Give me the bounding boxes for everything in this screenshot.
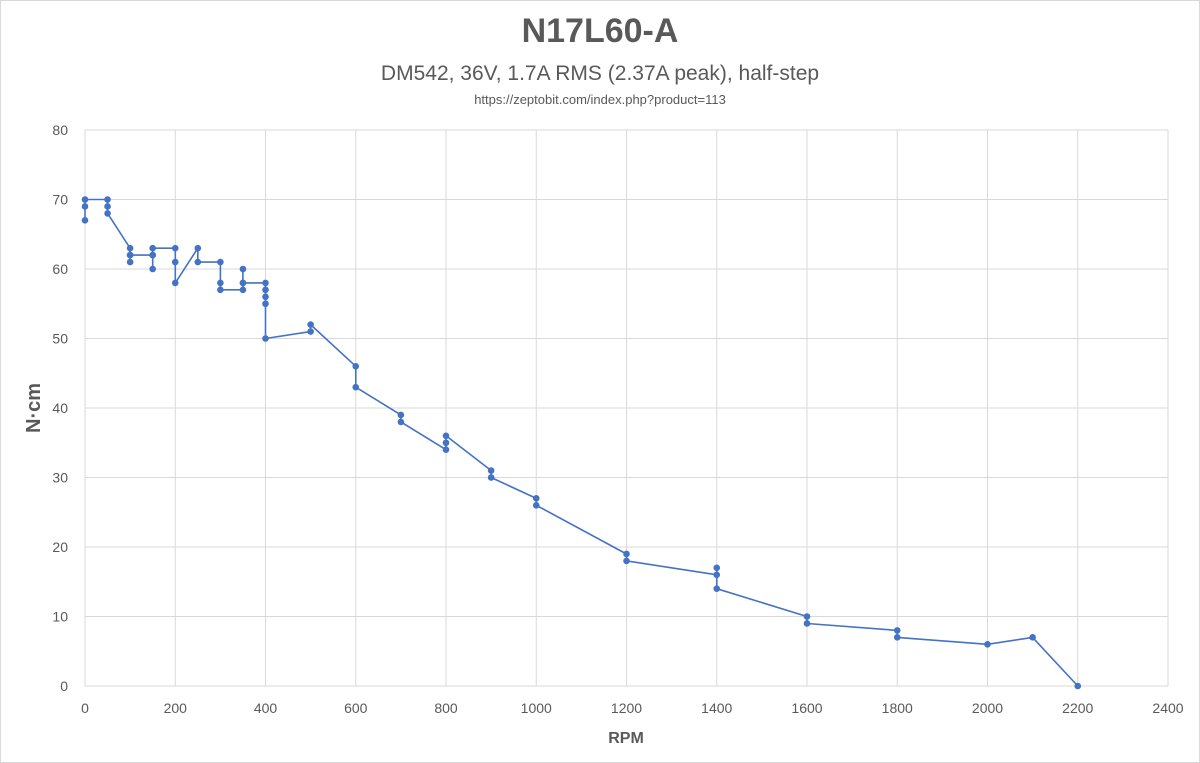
series-line bbox=[84, 198, 1079, 687]
x-tick-label: 1600 bbox=[791, 700, 822, 716]
x-tick-label: 2400 bbox=[1152, 700, 1183, 716]
data-point bbox=[262, 293, 269, 301]
x-tick-label: 2200 bbox=[1062, 700, 1093, 716]
data-point bbox=[1029, 634, 1036, 641]
y-tick-label: 80 bbox=[52, 122, 68, 138]
data-point bbox=[262, 279, 269, 287]
x-tick-label: 0 bbox=[81, 700, 89, 716]
y-tick-label: 60 bbox=[52, 261, 68, 277]
x-tick-label: 600 bbox=[344, 700, 368, 716]
data-point bbox=[171, 258, 179, 266]
data-point bbox=[307, 328, 314, 335]
x-tick-label: 1200 bbox=[611, 700, 642, 716]
chart-source-url: https://zeptobit.com/index.php?product=1… bbox=[474, 92, 726, 107]
data-point bbox=[713, 564, 721, 572]
x-tick-label: 1400 bbox=[701, 700, 732, 716]
data-point bbox=[803, 613, 811, 620]
data-point bbox=[217, 258, 224, 266]
data-point bbox=[623, 550, 630, 558]
x-tick-label: 2000 bbox=[972, 700, 1003, 716]
y-tick-label: 70 bbox=[52, 192, 68, 208]
data-point bbox=[713, 585, 721, 592]
data-point bbox=[532, 502, 540, 509]
data-point bbox=[262, 300, 269, 308]
data-point bbox=[397, 411, 405, 419]
data-point bbox=[713, 571, 721, 579]
data-point bbox=[217, 286, 224, 294]
data-point bbox=[81, 196, 89, 203]
data-point bbox=[194, 258, 202, 266]
y-tick-label: 10 bbox=[52, 609, 68, 625]
data-point bbox=[397, 418, 405, 426]
data-point bbox=[149, 244, 156, 252]
data-point bbox=[126, 258, 134, 266]
x-axis-title: RPM bbox=[608, 730, 644, 747]
data-point bbox=[442, 432, 450, 440]
data-point bbox=[194, 244, 202, 252]
data-point bbox=[307, 321, 314, 328]
data-point bbox=[104, 196, 111, 203]
chart-title: N17L60-A bbox=[521, 12, 679, 50]
data-point bbox=[149, 251, 156, 259]
data-point bbox=[487, 474, 495, 481]
data-point bbox=[442, 439, 450, 447]
data-point bbox=[149, 265, 156, 273]
data-point bbox=[104, 210, 111, 217]
data-point bbox=[126, 244, 134, 252]
y-tick-label: 0 bbox=[60, 678, 68, 694]
data-point bbox=[126, 251, 134, 259]
data-point bbox=[81, 217, 89, 224]
chart-subtitle: DM542, 36V, 1.7A RMS (2.37A peak), half-… bbox=[380, 62, 820, 85]
x-tick-label: 200 bbox=[164, 700, 188, 716]
data-point bbox=[104, 203, 111, 210]
y-axis-title: N·cm bbox=[23, 383, 45, 433]
data-point bbox=[217, 279, 224, 287]
data-point bbox=[352, 383, 360, 391]
data-point bbox=[171, 279, 179, 287]
y-tick-label: 40 bbox=[52, 400, 68, 416]
data-point bbox=[623, 557, 630, 565]
data-point bbox=[893, 627, 901, 634]
data-point bbox=[803, 620, 811, 627]
x-tick-label: 1000 bbox=[521, 700, 552, 716]
data-point bbox=[171, 244, 179, 252]
data-point bbox=[442, 446, 450, 454]
data-point bbox=[262, 335, 269, 342]
data-point bbox=[262, 286, 269, 294]
data-point bbox=[239, 279, 247, 287]
data-point bbox=[352, 363, 360, 370]
x-tick-label: 800 bbox=[434, 700, 458, 716]
data-point bbox=[532, 495, 540, 502]
gridlines bbox=[84, 129, 1169, 687]
data-point bbox=[239, 265, 247, 273]
y-tick-label: 50 bbox=[52, 331, 68, 347]
data-point bbox=[81, 203, 89, 210]
data-point bbox=[984, 641, 991, 648]
y-tick-label: 30 bbox=[52, 470, 68, 486]
x-tick-label: 1800 bbox=[882, 700, 913, 716]
data-point bbox=[893, 634, 901, 641]
x-tick-label: 400 bbox=[254, 700, 278, 716]
data-point bbox=[487, 467, 495, 474]
data-point bbox=[1074, 682, 1082, 690]
series-layer bbox=[81, 196, 1082, 690]
data-point bbox=[239, 286, 247, 294]
y-tick-label: 20 bbox=[52, 539, 68, 555]
